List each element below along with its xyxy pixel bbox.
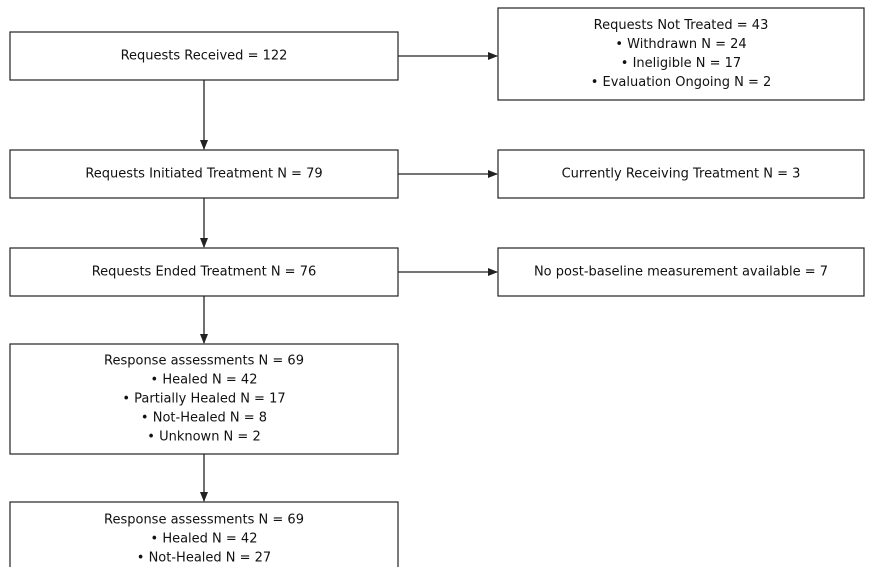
node: No post-baseline measurement available =… [497, 247, 865, 297]
node: Response assessments N = 69 • Healed N = … [9, 501, 399, 567]
node: Requests Not Treated = 43 • Withdrawn N =… [497, 7, 865, 101]
node-box [9, 247, 399, 297]
node-text: • Withdrawn N = 24 [615, 37, 746, 52]
node-text: Requests Initiated Treatment N = 79 [85, 167, 322, 182]
node-text: • Not-Healed N = 8 [141, 411, 267, 426]
node-box [497, 7, 865, 101]
node-text: Requests Ended Treatment N = 76 [92, 265, 317, 280]
node-box [497, 149, 865, 199]
node-text: Requests Not Treated = 43 [594, 18, 769, 33]
node-text: Response assessments N = 69 [104, 354, 304, 369]
node-box [9, 343, 399, 455]
node: Currently Receiving Treatment N = 3 [497, 149, 865, 199]
arrows [200, 52, 498, 502]
node-box [497, 247, 865, 297]
node: Response assessments N = 69 • Healed N = … [9, 343, 399, 455]
node-box [9, 149, 399, 199]
node: Requests Ended Treatment N = 76 [9, 247, 399, 297]
node: Requests Received = 122 [9, 31, 399, 81]
node: Requests Initiated Treatment N = 79 [9, 149, 399, 199]
node-text: Response assessments N = 69 [104, 513, 304, 528]
node-text: • Healed N = 42 [151, 373, 258, 388]
node-text: Requests Received = 122 [121, 49, 288, 64]
node-text: Currently Receiving Treatment N = 3 [562, 167, 801, 182]
node-text: • Partially Healed N = 17 [122, 392, 285, 407]
node-text: • Ineligible N = 17 [621, 56, 741, 71]
node-text: • Evaluation Ongoing N = 2 [591, 75, 772, 90]
node-text: • Unknown N = 2 [147, 430, 260, 445]
node-box [9, 31, 399, 81]
node-box [9, 501, 399, 567]
node-text: • Not-Healed N = 27 [137, 551, 271, 566]
node-text: No post-baseline measurement available =… [534, 265, 828, 280]
node-text: • Healed N = 42 [151, 532, 258, 547]
